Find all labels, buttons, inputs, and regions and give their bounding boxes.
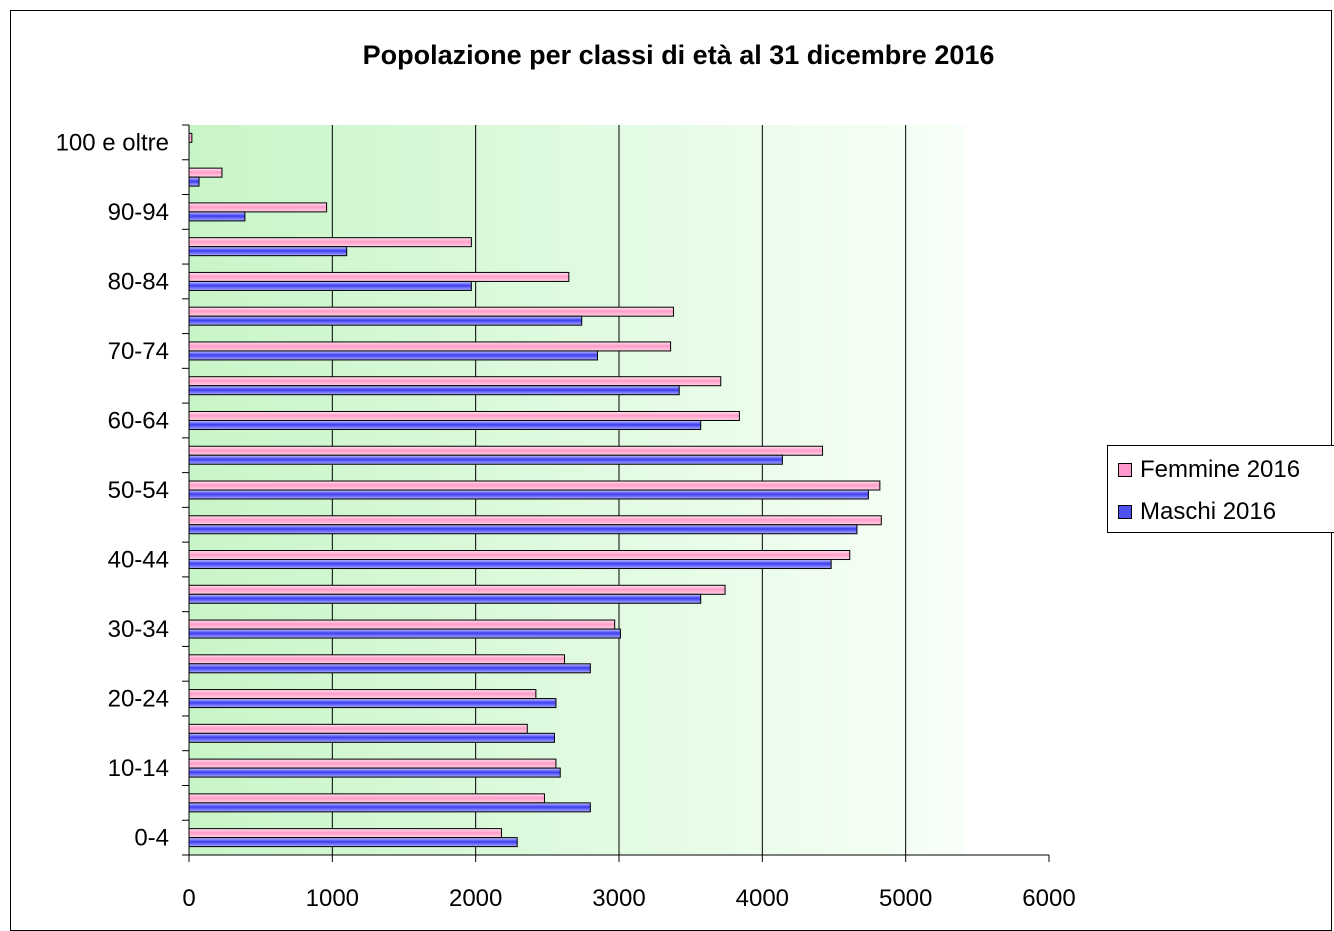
bar-maschi: [188, 419, 702, 430]
y-tick-label: 0-4: [134, 825, 169, 852]
bar-maschi: [188, 802, 591, 813]
y-tick-label: 100 e oltre: [56, 129, 169, 156]
legend-swatch-maschi: [1118, 505, 1132, 519]
bar-femmine: [188, 515, 882, 526]
bar-maschi: [188, 280, 472, 291]
bar-maschi: [188, 385, 680, 396]
y-tick-label: 80-84: [108, 268, 169, 295]
x-tick-label: 2000: [449, 885, 502, 912]
bar-femmine: [188, 445, 824, 456]
bar-femmine: [188, 793, 545, 804]
y-tick-label: 40-44: [108, 547, 169, 574]
bar-maschi: [188, 489, 869, 500]
bar-maschi: [188, 246, 348, 257]
bar-femmine: [188, 758, 557, 769]
y-tick-label: 50-54: [108, 477, 169, 504]
labels-layer: 0 1000 2000 3000 4000 5000 6000 0-4 10-14 20-24 30…: [56, 129, 1076, 912]
legend-label-femmine: Femmine 2016: [1140, 456, 1301, 483]
x-tick-label: 5000: [879, 885, 932, 912]
bar-femmine: [188, 202, 328, 213]
bar-maschi: [188, 593, 702, 604]
bar-maschi: [188, 767, 561, 778]
bar-femmine: [188, 341, 672, 352]
bar-maschi: [188, 454, 783, 465]
x-tick-label: 1000: [306, 885, 359, 912]
legend-swatch-femmine: [1118, 463, 1132, 477]
bar-femmine: [188, 619, 616, 630]
bar-femmine: [188, 584, 726, 595]
y-tick-label: 90-94: [108, 199, 169, 226]
bar-maschi: [188, 350, 598, 361]
legend-item-maschi: Maschi 2016: [1118, 498, 1276, 526]
legend: Femmine 2016 Maschi 2016: [1107, 445, 1334, 533]
x-tick-label: 3000: [592, 885, 645, 912]
bar-maschi: [188, 524, 858, 535]
bar-femmine: [188, 167, 223, 178]
bar-maschi: [188, 837, 518, 848]
legend-label-maschi: Maschi 2016: [1140, 498, 1277, 525]
y-tick-label: 70-74: [108, 338, 169, 365]
bar-femmine: [188, 306, 674, 317]
bar-femmine: [188, 828, 502, 839]
bar-maschi: [188, 628, 621, 639]
x-tick-label: 6000: [1022, 885, 1075, 912]
bar-femmine: [188, 689, 537, 700]
bar-maschi: [188, 698, 557, 709]
bar-femmine: [188, 271, 570, 282]
bar-femmine: [188, 654, 566, 665]
x-tick-label: 0: [182, 885, 195, 912]
y-tick-label: 10-14: [108, 755, 169, 782]
bar-maschi: [188, 176, 200, 187]
x-tick-label: 4000: [736, 885, 789, 912]
bar-femmine: [188, 550, 851, 561]
y-tick-label: 20-24: [108, 686, 169, 713]
legend-item-femmine: Femmine 2016: [1118, 456, 1300, 484]
bar-femmine: [188, 237, 472, 248]
bar-femmine: [188, 723, 528, 734]
bar-maschi: [188, 663, 591, 674]
bar-femmine: [188, 480, 881, 491]
bar-femmine: [188, 410, 740, 421]
bar-maschi: [188, 211, 246, 222]
y-tick-label: 30-34: [108, 616, 169, 643]
y-tick-label: 60-64: [108, 407, 169, 434]
chart-title: Popolazione per classi di età al 31 dice…: [362, 40, 995, 70]
bar-maschi: [188, 315, 583, 326]
bar-femmine: [188, 376, 722, 387]
bar-maschi: [188, 732, 555, 743]
bars-layer: [188, 132, 882, 848]
bar-maschi: [188, 559, 832, 570]
axis-layer: [182, 124, 1050, 862]
